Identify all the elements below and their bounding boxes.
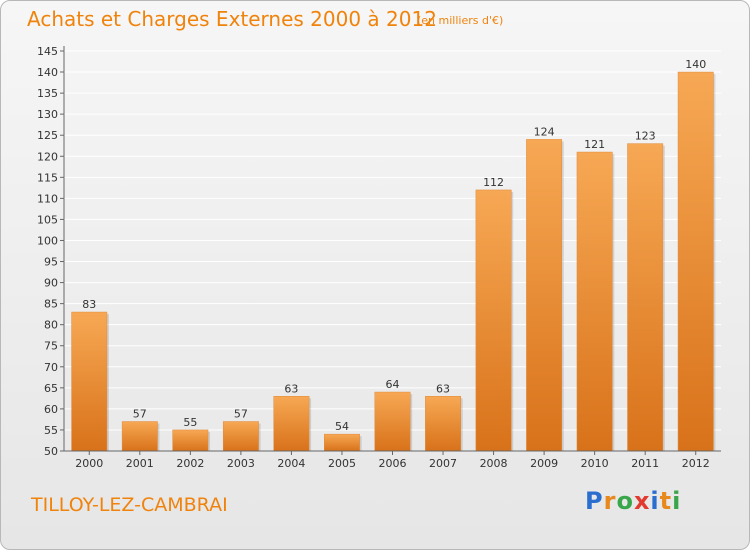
logo-letter: o <box>616 487 634 515</box>
y-tick-label: 100 <box>37 234 58 247</box>
data-label-2004: 63 <box>284 382 298 395</box>
x-tick-label-2003: 2003 <box>227 457 255 470</box>
y-tick-label: 125 <box>37 129 58 142</box>
y-tick-label: 80 <box>44 319 58 332</box>
place-name: TILLOY-LEZ-CAMBRAI <box>31 494 228 516</box>
y-tick-label: 95 <box>44 256 58 269</box>
x-tick-label-2006: 2006 <box>379 457 407 470</box>
data-label-2011: 123 <box>635 130 656 143</box>
axes <box>60 46 721 455</box>
data-label-2010: 121 <box>584 138 605 151</box>
bar-2003 <box>222 421 259 452</box>
x-tick-label-2005: 2005 <box>328 457 356 470</box>
data-label-2005: 54 <box>335 420 349 433</box>
bar-2012 <box>677 71 714 452</box>
logo-letter: i <box>650 487 660 515</box>
bar-2009 <box>526 139 563 452</box>
y-tick-label: 130 <box>37 108 58 121</box>
y-tick-label: 120 <box>37 150 58 163</box>
bar-2005 <box>324 433 360 452</box>
data-label-2000: 83 <box>82 298 96 311</box>
y-tick-label: 110 <box>37 192 58 205</box>
logo-letter: x <box>633 487 651 515</box>
x-tick-label-2001: 2001 <box>126 457 154 470</box>
y-tick-label: 60 <box>44 403 58 416</box>
chart-title: Achats et Charges Externes 2000 à 2012 <box>27 7 437 31</box>
y-tick-label: 140 <box>37 66 58 79</box>
y-tick-label: 65 <box>44 382 58 395</box>
x-tick-label-2008: 2008 <box>480 457 508 470</box>
bar-2002 <box>172 429 209 452</box>
logo-letter: t <box>659 487 673 515</box>
data-label-2008: 112 <box>483 176 504 189</box>
x-tick-label-2004: 2004 <box>277 457 305 470</box>
x-tick-label-2011: 2011 <box>631 457 659 470</box>
data-label-2002: 55 <box>183 416 197 429</box>
y-tick-label: 55 <box>44 424 58 437</box>
y-tick-label: 50 <box>44 445 58 458</box>
x-tick-label-2002: 2002 <box>176 457 204 470</box>
bar-2001 <box>121 421 158 452</box>
bar-2010 <box>576 151 613 452</box>
y-tick-label: 90 <box>44 277 58 290</box>
x-tick-label-2010: 2010 <box>581 457 609 470</box>
bar-2007 <box>425 396 461 452</box>
data-label-2006: 64 <box>386 378 400 391</box>
y-tick-label: 135 <box>37 87 58 100</box>
y-tick-label: 105 <box>37 213 58 226</box>
bar-2006 <box>374 391 411 452</box>
labels: 50 55 60 65 70 75 80 85 90 95 100 105 110 115 120 125 13… <box>37 45 710 470</box>
bar-2008 <box>475 189 512 452</box>
data-label-2007: 63 <box>436 382 450 395</box>
y-tick-label: 115 <box>37 171 58 184</box>
logo-letter: r <box>603 487 617 515</box>
logo-letter: i <box>672 487 682 515</box>
x-tick-label-2012: 2012 <box>682 457 710 470</box>
bar-2004 <box>273 396 310 452</box>
y-tick-label: 145 <box>37 45 58 58</box>
y-tick-label: 75 <box>44 340 58 353</box>
bars <box>71 71 716 452</box>
bar-2011 <box>627 143 664 452</box>
data-label-2001: 57 <box>133 408 147 421</box>
data-label-2012: 140 <box>685 58 706 71</box>
logo-letter: P <box>585 487 604 515</box>
y-tick-label: 70 <box>44 361 58 374</box>
data-label-2003: 57 <box>234 408 248 421</box>
x-tick-label-2007: 2007 <box>429 457 457 470</box>
data-label-2009: 124 <box>534 125 555 138</box>
chart-unit-note: (en milliers d'€) <box>417 14 504 27</box>
y-tick-label: 85 <box>44 298 58 311</box>
x-tick-label-2000: 2000 <box>75 457 103 470</box>
proxiti-logo: Proxiti <box>585 487 681 515</box>
x-tick-label-2009: 2009 <box>530 457 558 470</box>
bar-2000 <box>71 311 108 452</box>
